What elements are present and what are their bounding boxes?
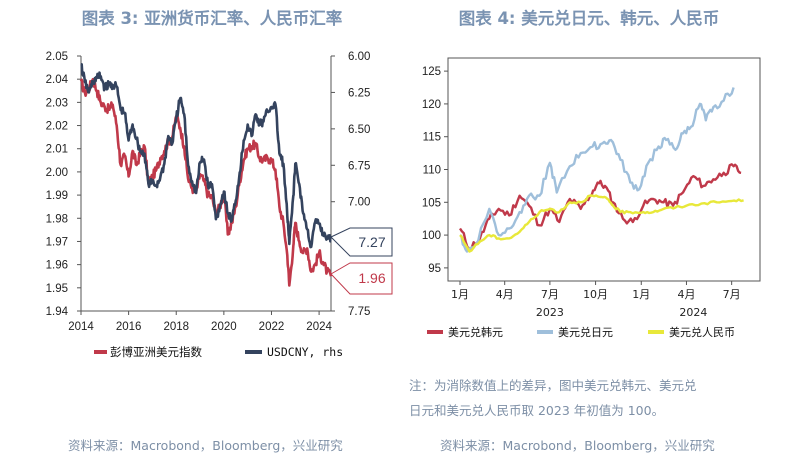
y-tick-label: 1.94 [46,306,69,318]
series-line-usdcny [80,63,332,249]
chart1-plot-area [80,56,332,312]
y-tick-label: 1.95 [46,283,68,295]
y-tick-label: 125 [422,66,441,78]
x-tick-label: 2024 [306,321,332,333]
chart2-legend: 美元兑韩元 美元兑日元 美元兑人民币 [427,325,735,339]
chart2-plot-frame [447,57,761,282]
chart2-note-line-2: 日元和美元兑人民币取 2023 年初值为 100。 [409,403,664,418]
y-tick-label: 110 [423,165,441,177]
y-tick-label: 2.01 [46,144,68,156]
x-year-label: 2023 [536,306,564,319]
y-tick-label: 2.02 [46,121,68,133]
series-line-usd-cny [459,194,744,253]
y-tick-label: 120 [422,99,441,111]
x-tick-label: 1月 [632,288,650,301]
legend-label-cny: 美元兑人民币 [669,325,735,339]
y-tick-label: 1.98 [46,213,68,225]
y-tick-label: 2.05 [46,51,68,63]
x-tick-label: 2018 [163,321,189,333]
series-line-usd-jpy [459,87,735,253]
x-tick-label: 2016 [116,321,142,333]
y2-tick-label: 6.00 [348,51,370,63]
chart2-y-ticks: 125 120 115 110 105 100 95 [422,66,448,275]
asia-index-callout-shape [330,262,393,295]
label-box-asia-index: 1.96 [330,262,393,295]
chart1-x-ticks: 2014 2016 2018 2020 2022 2024 [68,311,332,333]
x-tick-label: 2014 [68,321,94,333]
y2-tick-label: 7.00 [348,197,370,209]
x-tick-label: 2022 [259,321,285,333]
chart2-series-lines [459,87,744,253]
x-tick-label: 2020 [211,321,237,333]
y-tick-label: 1.97 [46,236,68,248]
y-tick-label: 105 [422,197,441,209]
usdcny-callout-shape [330,227,393,257]
label-box-usdcny: 7.27 [330,227,393,257]
y2-tick-label: 6.25 [348,87,370,99]
asia-index-latest-label: 1.96 [358,270,385,286]
chart1-series-lines [79,63,333,287]
x-tick-label: 10月 [583,288,608,301]
chart1-legend: 彭博亚洲美元指数 USDCNY, rhs [94,345,343,359]
chart2-note-line-1: 注：为消除数值上的差异，图中美元兑韩元、美元兑 [409,378,697,393]
y-tick-label: 2.00 [46,167,68,179]
y-tick-label: 2.03 [46,97,68,109]
series-line-asia-dollar-index [79,77,333,287]
legend-label-jpy: 美元兑日元 [558,325,613,339]
y-tick-label: 2.04 [46,74,69,86]
legend-label-asia-index: 彭博亚洲美元指数 [110,345,202,359]
x-tick-label: 7月 [723,288,741,301]
x-tick-label: 7月 [541,288,559,301]
y-tick-label: 115 [423,132,441,144]
y-tick-label: 95 [428,263,441,275]
chart2-source: 资料来源：Macrobond，Bloomberg，兴业研究 [440,438,715,453]
chart2-x-ticks: 1月 4月 7月 10月 1月 4月 7月 2023 2024 [451,281,741,319]
series-line-usd-krw [459,163,742,250]
chart1-source: 资料来源：Macrobond，Bloomberg，兴业研究 [68,438,343,453]
y2-tick-label: 7.75 [348,306,370,318]
y-tick-label: 1.99 [46,190,68,202]
legend-label-krw: 美元兑韩元 [448,325,503,339]
y-tick-label: 100 [422,230,441,242]
x-tick-label: 4月 [496,288,514,301]
y2-tick-label: 6.50 [348,124,370,136]
x-year-label: 2024 [679,306,707,319]
usd-asia-chart: 图表 4: 美元兑日元、韩元、人民币 12512011511010510095 … [409,8,761,453]
y-tick-label: 1.96 [46,260,68,272]
chart2-title: 图表 4: 美元兑日元、韩元、人民币 [459,8,720,28]
chart1-title: 图表 3: 亚洲货币汇率、人民币汇率 [82,8,343,28]
asia-fx-chart: 图表 3: 亚洲货币汇率、人民币汇率 2.052.042.032.022.012… [46,8,393,453]
legend-label-usdcny: USDCNY, rhs [267,345,343,359]
y2-tick-label: 6.75 [348,160,370,172]
x-tick-label: 1月 [451,288,469,301]
chart1-left-ticks: 2.05 2.04 2.03 2.02 2.01 2.00 1.99 1.98 1.97 1.96… [46,51,81,318]
x-tick-label: 4月 [677,288,695,301]
usdcny-latest-label: 7.27 [358,234,385,250]
